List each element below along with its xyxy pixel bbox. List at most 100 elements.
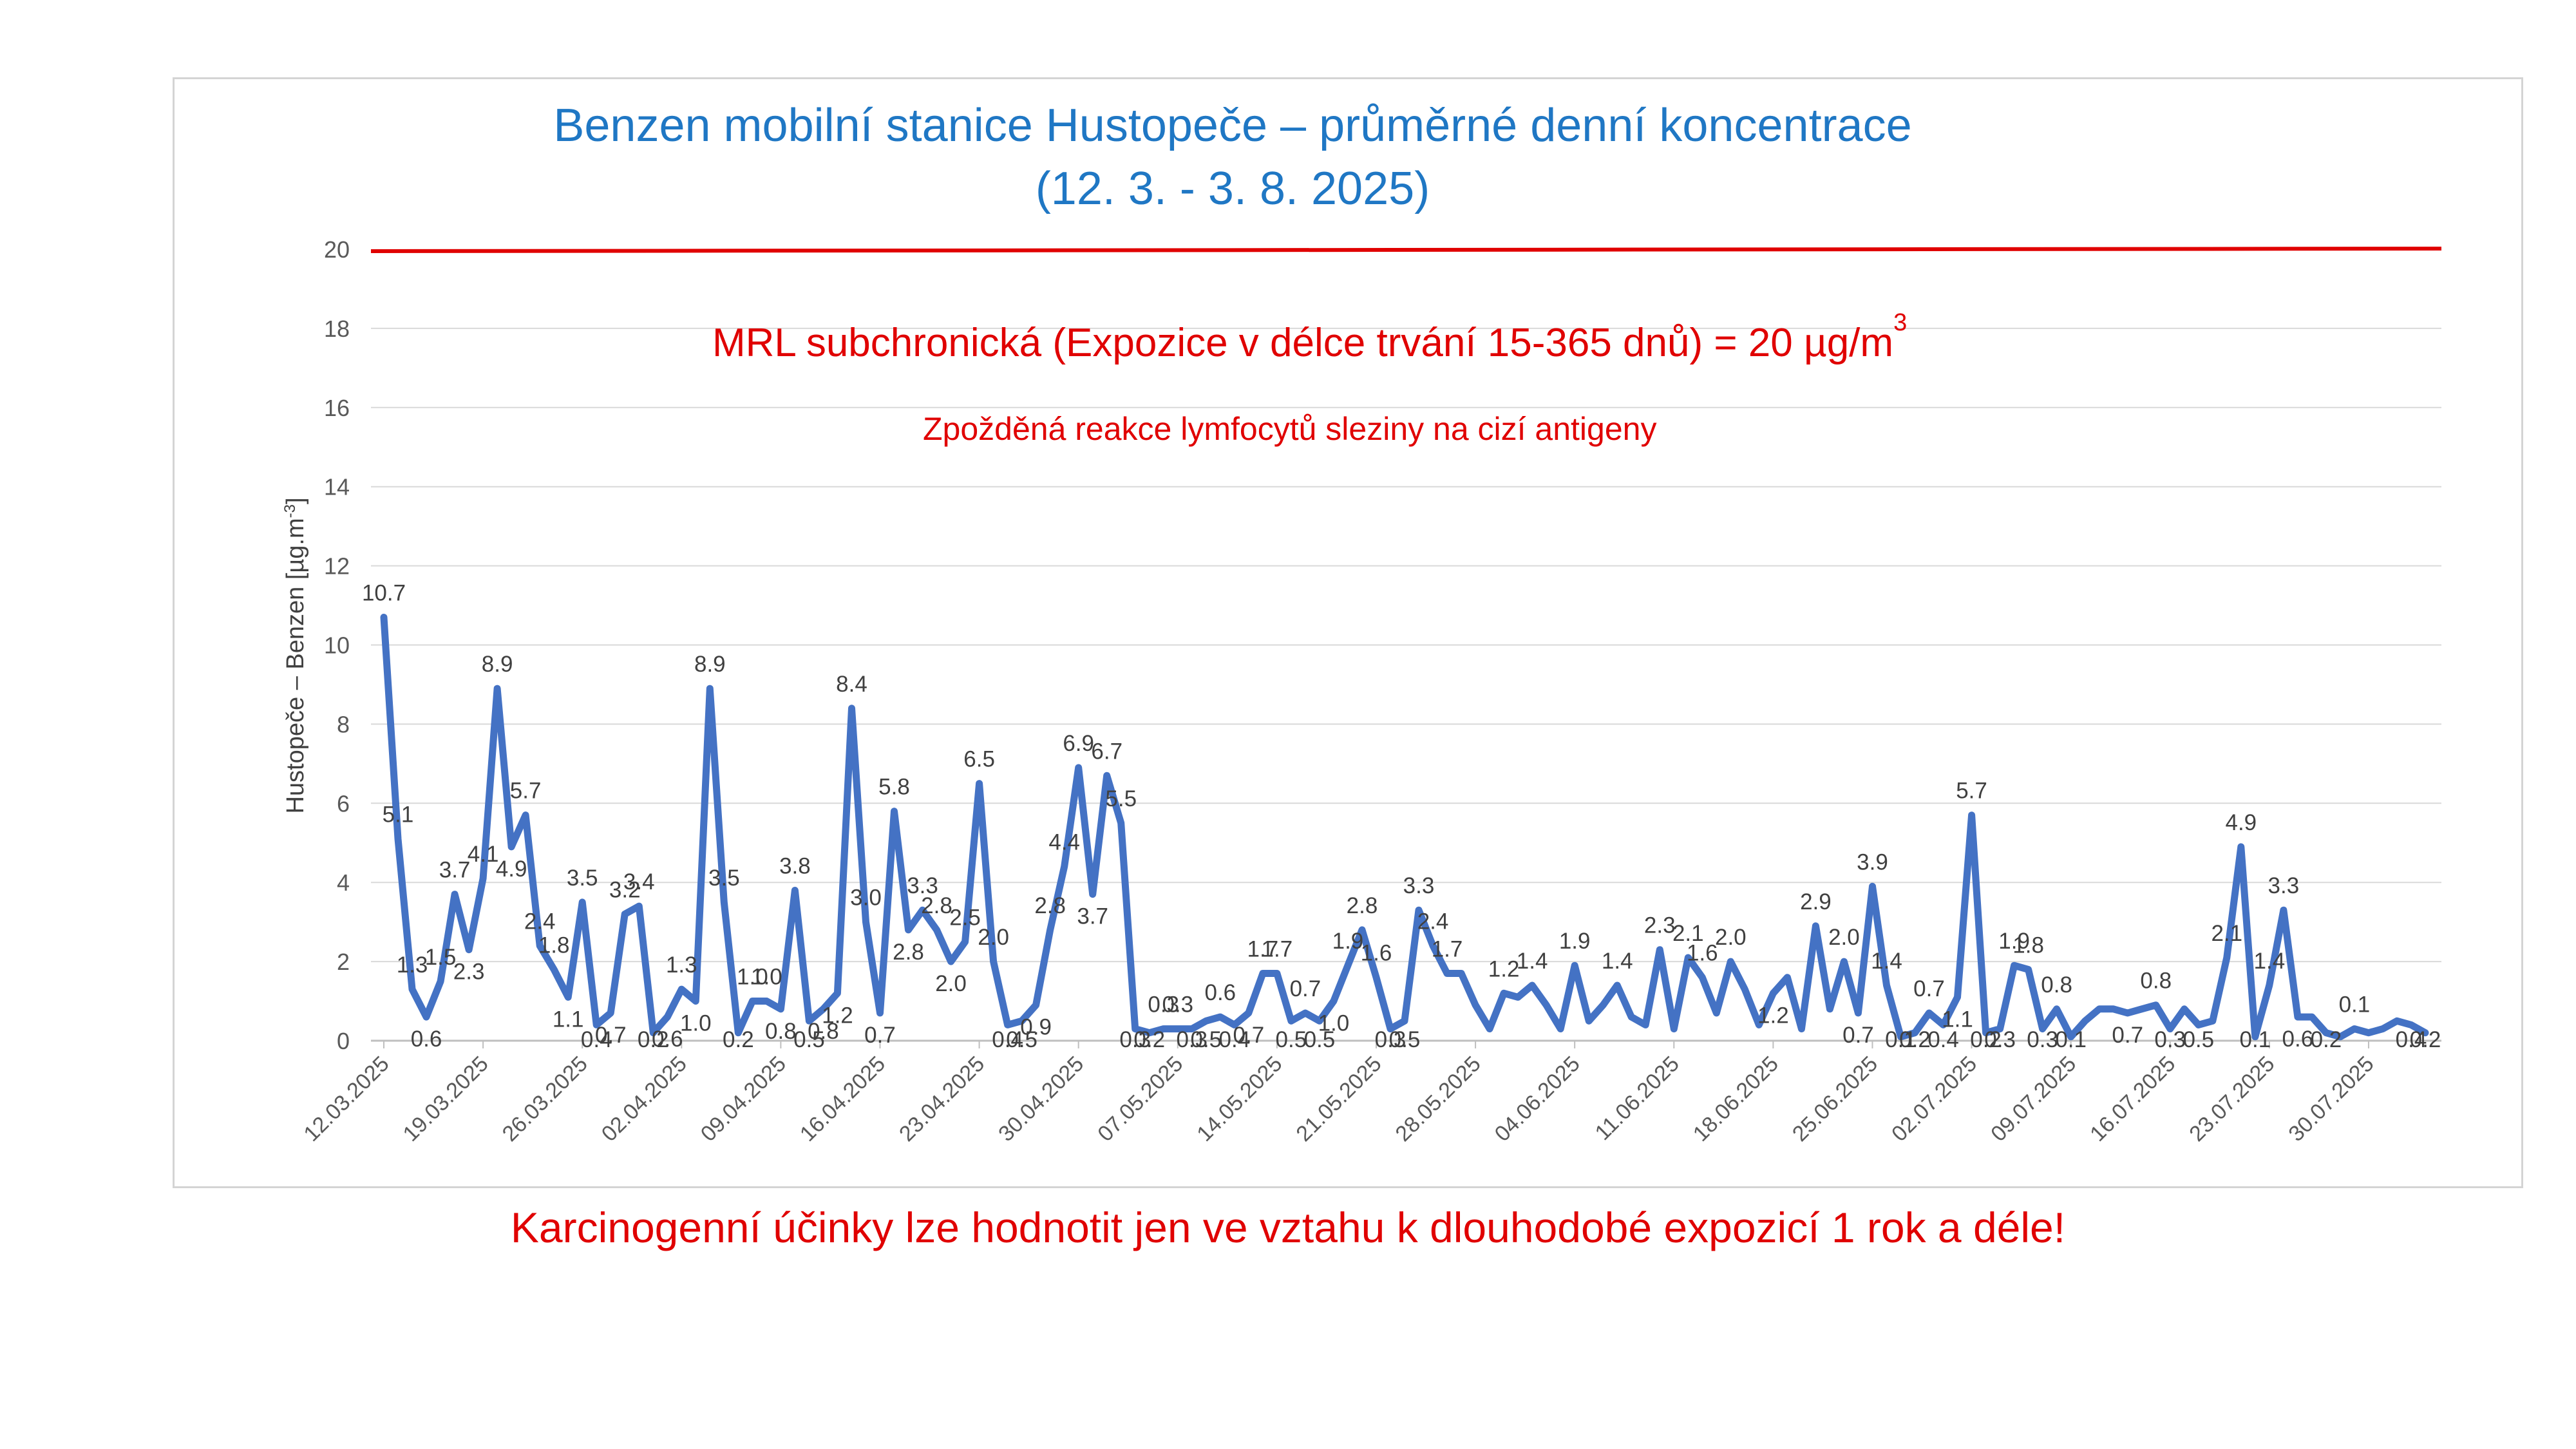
x-tick-label: 02.07.2025 [1887, 1052, 1982, 1146]
data-label: 3.8 [779, 853, 811, 878]
data-label: 1.1 [553, 1007, 584, 1032]
x-tick-label: 28.05.2025 [1391, 1052, 1486, 1146]
y-tick-label: 18 [324, 316, 350, 342]
y-axis-label: Hustopeče – Benzen [µg.m-3] [281, 497, 310, 813]
data-label: 1.4 [2254, 949, 2286, 974]
y-axis-ticks: 0 2 4 6 8 10 12 14 16 18 20 [324, 236, 350, 1054]
y-tick-label: 12 [324, 553, 350, 580]
data-label: 1.7 [1247, 937, 1279, 962]
data-label: 1.4 [1871, 949, 1902, 974]
data-label: 1.9 [1332, 929, 1364, 954]
data-label: 3.5 [567, 866, 598, 891]
data-label: 2.8 [893, 940, 924, 965]
data-label: 0.7 [1233, 1023, 1265, 1048]
data-label: 0.7 [864, 1023, 896, 1048]
data-label: 0.2 [723, 1027, 754, 1052]
data-label: 0.6 [652, 1027, 683, 1052]
data-label: 6.7 [1091, 739, 1122, 764]
x-tick-label: 09.04.2025 [696, 1052, 791, 1146]
y-tick-label: 20 [324, 236, 350, 263]
data-label: 0.2 [2311, 1027, 2342, 1052]
data-label: 0.6 [2282, 1027, 2314, 1052]
data-label: 2.1 [2211, 921, 2242, 946]
line-chart: Benzen mobilní stanice Hustopeče – průmě… [281, 100, 2442, 1146]
data-label: 5.1 [383, 802, 414, 828]
x-axis-ticks: 12.03.2025 19.03.2025 26.03.2025 02.04.2025… [299, 1041, 2379, 1146]
data-label: 0.1 [2339, 992, 2371, 1018]
x-tick-label: 11.06.2025 [1590, 1052, 1683, 1145]
data-label: 0.8 [2041, 972, 2072, 998]
data-label: 0.7 [595, 1023, 627, 1048]
data-label: 3.7 [1077, 904, 1108, 929]
data-label: 0.7 [1913, 976, 1945, 1001]
data-label: 5.7 [1956, 779, 1987, 804]
data-label: 0.3 [1984, 1027, 2016, 1052]
data-label: 0.7 [1842, 1023, 1874, 1048]
data-label: 0.1 [2240, 1027, 2271, 1052]
y-tick-label: 2 [337, 949, 350, 975]
data-label: 0.3 [1162, 992, 1193, 1018]
data-label: 5.5 [1105, 786, 1137, 811]
data-label: 0.5 [1389, 1027, 1421, 1052]
data-label: 3.5 [708, 866, 740, 891]
y-tick-label: 4 [337, 869, 350, 896]
data-label: 4.9 [496, 857, 527, 882]
data-label: 0.9 [1020, 1015, 1052, 1040]
data-label: 0.3 [2027, 1027, 2058, 1052]
series-line [380, 614, 2429, 1041]
data-label: 0.1 [2055, 1027, 2087, 1052]
data-label: 5.7 [510, 779, 542, 804]
data-label: 1.6 [1687, 941, 1718, 966]
data-label: 1.9 [1559, 929, 1591, 954]
data-label: 4.1 [468, 842, 499, 867]
data-label: 0.5 [1190, 1027, 1222, 1052]
data-label: 0.8 [808, 1019, 839, 1044]
x-tick-label: 30.07.2025 [2284, 1052, 2378, 1146]
y-tick-label: 16 [324, 395, 350, 421]
data-label: 2.0 [1828, 925, 1860, 950]
data-label: 2.5 [949, 905, 981, 930]
data-label: 0.8 [2140, 969, 2172, 994]
data-label: 0.3 [2154, 1027, 2186, 1052]
data-label: 1.6 [1361, 941, 1392, 966]
data-label: 0.4 [992, 1027, 1023, 1052]
x-tick-label: 23.07.2025 [2184, 1052, 2279, 1146]
data-label: 1.3 [666, 952, 697, 978]
data-label: 0.5 [1006, 1027, 1037, 1052]
data-label: 3.3 [907, 873, 938, 898]
x-tick-label: 25.06.2025 [1788, 1052, 1882, 1146]
data-label: 1.0 [751, 965, 782, 990]
chart-title-line2: (12. 3. - 3. 8. 2025) [1036, 163, 1430, 214]
data-label: 2.1 [1672, 921, 1704, 946]
data-label: 0.4 [1219, 1027, 1251, 1052]
data-label: 2.8 [1347, 893, 1378, 918]
data-label: 1.0 [1318, 1011, 1350, 1036]
data-label: 0.8 [765, 1019, 797, 1044]
data-label: 0.3 [1176, 1027, 1208, 1052]
data-label: 0.4 [1927, 1027, 1959, 1052]
x-tick-label: 23.04.2025 [895, 1052, 989, 1146]
data-label: 0.6 [411, 1027, 442, 1052]
data-label: 3.3 [1403, 873, 1435, 898]
data-label: 0.5 [1276, 1027, 1307, 1052]
x-tick-label: 07.05.2025 [1093, 1052, 1188, 1146]
y-tick-label: 14 [324, 474, 350, 500]
data-label: 0.7 [1290, 976, 1321, 1001]
data-label: 0.2 [1133, 1027, 1165, 1052]
data-label: 2.3 [453, 960, 485, 985]
data-label: 0.1 [1885, 1027, 1917, 1052]
data-label: 8.9 [694, 652, 726, 677]
x-tick-label: 19.03.2025 [399, 1052, 493, 1146]
data-label: 1.7 [1262, 937, 1293, 962]
y-tick-label: 0 [337, 1028, 350, 1054]
data-label: 3.4 [623, 869, 655, 895]
data-label: 2.0 [935, 971, 967, 996]
data-label: 0.6 [1204, 980, 1236, 1005]
data-label: 0.3 [1119, 1027, 1151, 1052]
data-label: 8.4 [836, 672, 867, 697]
data-label: 1.4 [1517, 949, 1548, 974]
x-tick-label: 26.03.2025 [498, 1052, 592, 1146]
data-label: 6.5 [963, 747, 995, 772]
data-label: 0.4 [581, 1027, 612, 1052]
data-label: 0.2 [2410, 1027, 2441, 1052]
